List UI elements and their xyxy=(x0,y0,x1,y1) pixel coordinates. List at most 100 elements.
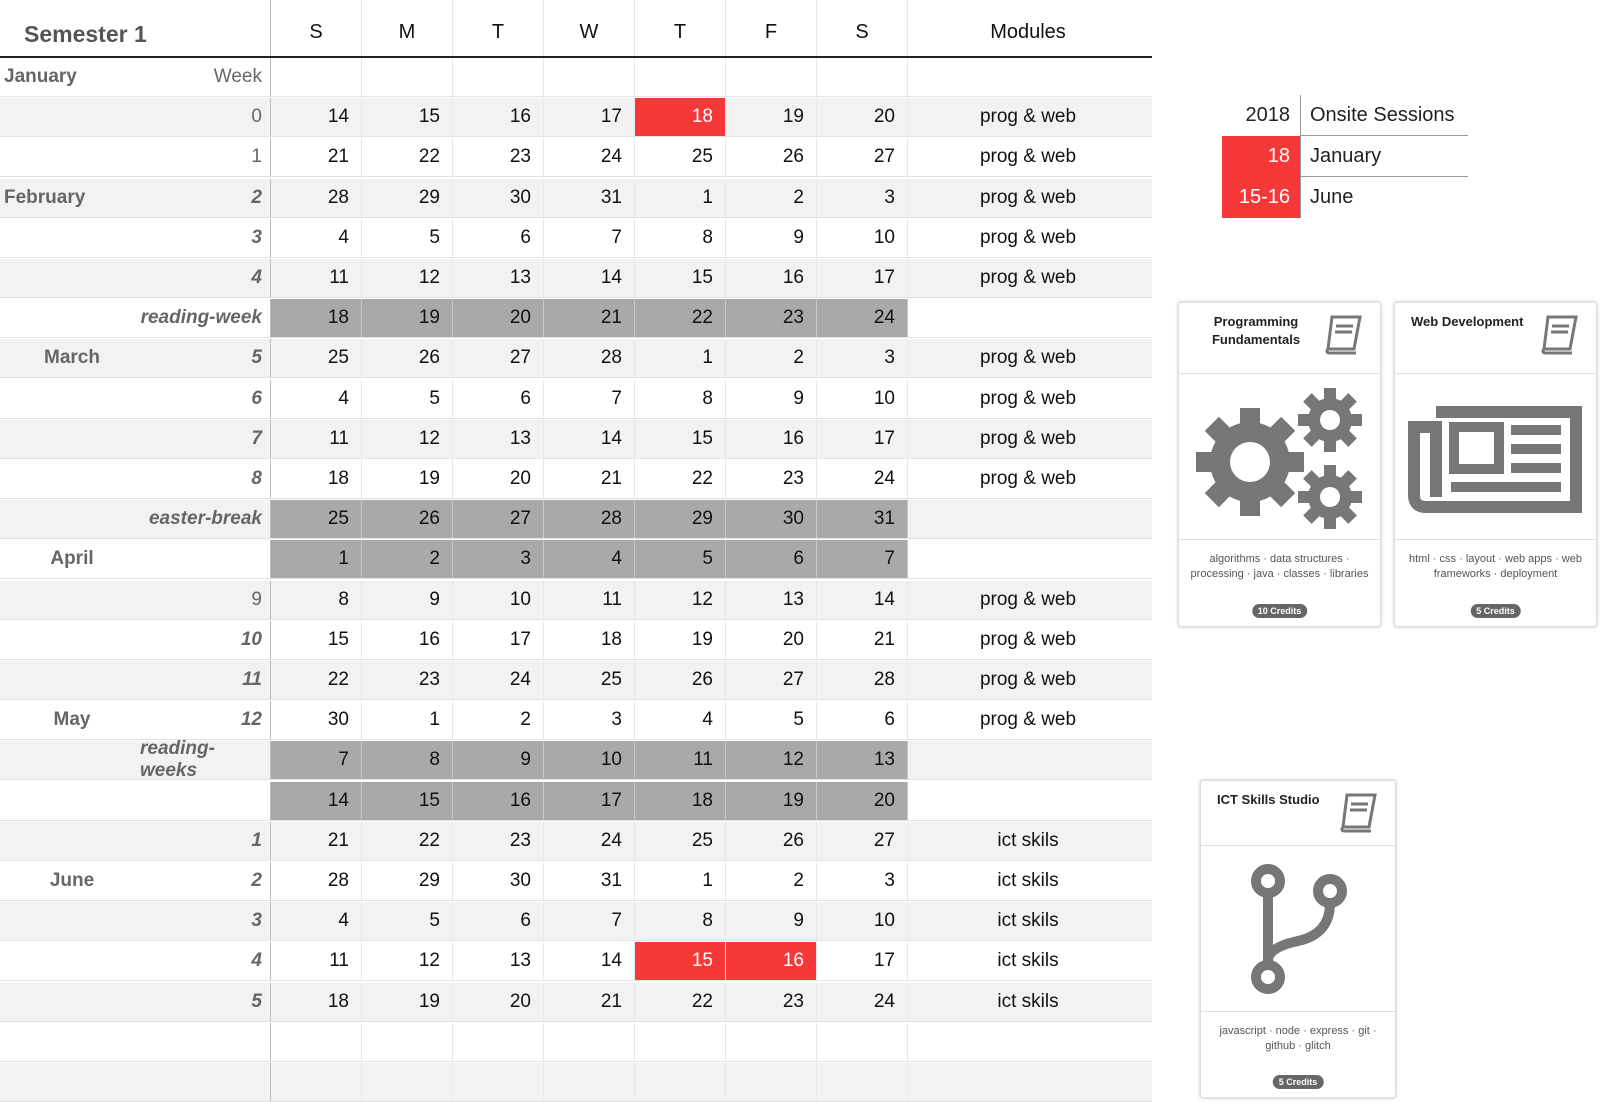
day-cell: 5 xyxy=(362,218,453,257)
day-cell: 19 xyxy=(726,781,817,820)
day-cell: 20 xyxy=(817,781,908,820)
day-cell: 15 xyxy=(635,942,726,981)
day-header: S xyxy=(271,0,362,56)
table-row: 11 22 23 24 25 26 27 28 prog & web xyxy=(0,661,1152,700)
week-label: 9 xyxy=(140,580,271,619)
day-cell: 26 xyxy=(362,500,453,539)
module-cell: ict skils xyxy=(997,870,1059,891)
week-label: reading-week xyxy=(140,299,271,338)
day-cell: 20 xyxy=(453,982,544,1021)
onsite-month: June xyxy=(1310,186,1354,208)
day-cell: 3 xyxy=(817,862,908,900)
module-card-ict[interactable]: ICT Skills Studio javascript · node · ex… xyxy=(1200,780,1396,1098)
day-cell: 1 xyxy=(635,178,726,217)
module-cell: prog & web xyxy=(979,146,1077,168)
day-cell: 19 xyxy=(362,460,453,498)
table-row: March 5 25 26 27 28 1 2 3 prog & web xyxy=(0,339,1152,379)
day-cell xyxy=(635,1063,726,1101)
week-label xyxy=(140,1022,271,1061)
day-cell xyxy=(817,58,908,96)
book-icon xyxy=(1340,793,1377,833)
day-cell: 19 xyxy=(635,620,726,659)
day-cell: 2 xyxy=(726,178,817,217)
day-cell: 6 xyxy=(453,902,544,941)
day-cell xyxy=(635,1022,726,1061)
day-cell: 30 xyxy=(726,500,817,539)
day-cell: 18 xyxy=(271,460,362,498)
month-label xyxy=(0,983,140,1021)
month-label xyxy=(0,460,140,498)
day-cell: 23 xyxy=(726,299,817,338)
module-card-web[interactable]: Web Development html · css · layout · we… xyxy=(1394,302,1597,627)
day-cell: 2 xyxy=(726,862,817,900)
day-cell: 9 xyxy=(726,902,817,941)
day-cell: 16 xyxy=(726,419,817,458)
day-cell: 23 xyxy=(453,138,544,177)
module-cell: prog & web xyxy=(979,628,1077,650)
module-card-programming[interactable]: Programming Fundamentals xyxy=(1178,302,1381,627)
day-cell: 20 xyxy=(453,460,544,498)
day-cell xyxy=(544,1063,635,1101)
table-row: February 2 28 29 30 31 1 2 3 prog & web xyxy=(0,178,1152,218)
onsite-year: 2018 xyxy=(1222,95,1301,136)
week-label: 2 xyxy=(140,862,271,900)
day-cell: 30 xyxy=(453,862,544,900)
week-label: 4 xyxy=(140,942,271,981)
day-cell: 10 xyxy=(817,379,908,418)
month-label xyxy=(0,219,140,257)
table-row: April 1 2 3 4 5 6 7 xyxy=(0,540,1152,580)
week-label: 1 xyxy=(140,821,271,860)
week-label: 3 xyxy=(140,218,271,257)
module-cell: prog & web xyxy=(979,709,1077,731)
month-label xyxy=(0,98,140,136)
day-cell: 8 xyxy=(635,379,726,418)
day-cell: 13 xyxy=(453,419,544,458)
day-cell: 17 xyxy=(544,781,635,820)
week-label: Week xyxy=(140,58,271,96)
day-cell: 14 xyxy=(544,942,635,981)
module-cell: prog & web xyxy=(979,588,1077,610)
day-cell: 7 xyxy=(817,540,908,579)
day-cell xyxy=(271,1063,362,1101)
day-cell: 15 xyxy=(362,98,453,137)
module-cell: prog & web xyxy=(979,106,1077,128)
day-cell: 29 xyxy=(635,500,726,539)
day-cell: 13 xyxy=(453,942,544,981)
day-cell: 11 xyxy=(271,419,362,458)
day-cell: 23 xyxy=(453,821,544,860)
day-cell: 28 xyxy=(271,178,362,217)
day-cell xyxy=(453,1022,544,1061)
module-cell: prog & web xyxy=(979,226,1077,248)
day-header: M xyxy=(362,0,453,56)
day-cell: 7 xyxy=(544,902,635,941)
day-cell: 25 xyxy=(635,138,726,177)
day-cell: 10 xyxy=(817,218,908,257)
day-cell: 12 xyxy=(362,259,453,297)
day-cell: 4 xyxy=(635,701,726,740)
day-cell: 13 xyxy=(817,741,908,780)
day-cell: 18 xyxy=(271,299,362,338)
day-cell: 31 xyxy=(544,178,635,217)
day-cell: 15 xyxy=(635,419,726,458)
module-cell: ict skils xyxy=(997,910,1059,932)
week-label: 1 xyxy=(140,138,271,177)
day-cell: 30 xyxy=(453,178,544,217)
day-cell: 1 xyxy=(635,862,726,900)
day-cell: 24 xyxy=(544,138,635,177)
credits-badge: 5 Credits xyxy=(1470,604,1521,618)
day-cell: 15 xyxy=(271,620,362,659)
week-label: 5 xyxy=(140,982,271,1021)
day-header: T xyxy=(635,0,726,56)
day-cell: 8 xyxy=(271,580,362,619)
week-label: 11 xyxy=(140,661,271,699)
day-cell: 5 xyxy=(635,540,726,579)
day-cell: 16 xyxy=(453,98,544,137)
table-row: 5 18 19 20 21 22 23 24 ict skils xyxy=(0,982,1152,1022)
day-cell: 21 xyxy=(271,138,362,177)
module-cell: ict skils xyxy=(997,990,1059,1012)
day-cell: 11 xyxy=(271,259,362,297)
day-cell: 26 xyxy=(362,339,453,378)
day-cell: 26 xyxy=(635,661,726,699)
month-label xyxy=(0,500,140,538)
day-cell: 9 xyxy=(726,379,817,418)
